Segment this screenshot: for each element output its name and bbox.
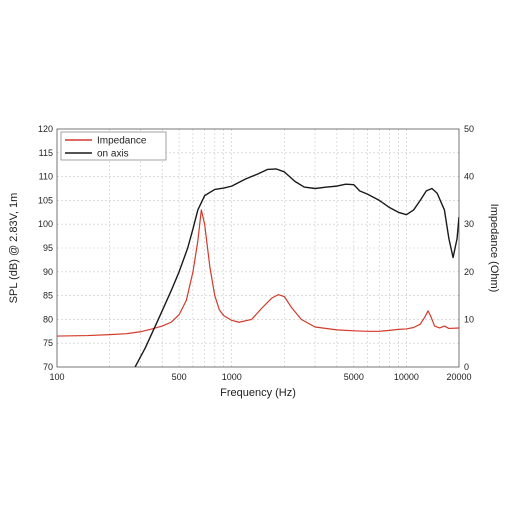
plot-frame — [56, 128, 460, 368]
y-right-tick-label: 40 — [464, 172, 474, 182]
series-line-on-axis — [134, 168, 459, 367]
legend-box — [60, 131, 167, 161]
y-right-tick-label: 20 — [464, 267, 474, 277]
y-left-tick-label: 120 — [38, 124, 53, 134]
y-left-tick-label: 75 — [43, 338, 53, 348]
y-left-tick-label: 90 — [43, 267, 53, 277]
y-left-tick-label: 100 — [38, 219, 53, 229]
x-axis-title: Frequency (Hz) — [220, 387, 296, 399]
y-left-tick-label: 110 — [39, 172, 53, 182]
x-tick-label: 5000 — [344, 372, 364, 382]
x-tick-label: 100 — [49, 372, 64, 382]
grid — [57, 129, 459, 367]
y-left-tick-label: 80 — [43, 314, 53, 324]
y-left-tick-label: 105 — [38, 195, 53, 205]
series-line-impedance — [57, 209, 459, 337]
y-left-tick-label: 95 — [43, 243, 53, 253]
y-right-tick-label: 30 — [464, 219, 474, 229]
y-right-tick-label: 50 — [464, 124, 474, 134]
y-left-tick-label: 70 — [43, 362, 53, 372]
legend-label-impedance: Impedance — [97, 136, 147, 147]
x-tick-label: 10000 — [394, 372, 419, 382]
y-left-tick-label: 85 — [43, 291, 53, 301]
y-axis-right-title: Impedance (Ohm) — [488, 204, 500, 293]
x-tick-label: 500 — [172, 372, 187, 382]
tick-labels: 100 500 1000 5000 10000 200007075808590951001… — [38, 124, 474, 382]
legend: Impedance on axis — [60, 131, 167, 161]
y-right-tick-label: 10 — [464, 314, 474, 324]
x-tick-label: 1000 — [222, 372, 242, 382]
legend-label-on-axis: on axis — [97, 149, 129, 160]
x-tick-label: 20000 — [446, 372, 471, 382]
series-layer — [57, 168, 459, 367]
y-axis-left-title: SPL (dB) @ 2.83V, 1m — [8, 193, 20, 304]
y-right-tick-label: 0 — [464, 362, 469, 372]
y-left-tick-label: 115 — [39, 148, 53, 158]
